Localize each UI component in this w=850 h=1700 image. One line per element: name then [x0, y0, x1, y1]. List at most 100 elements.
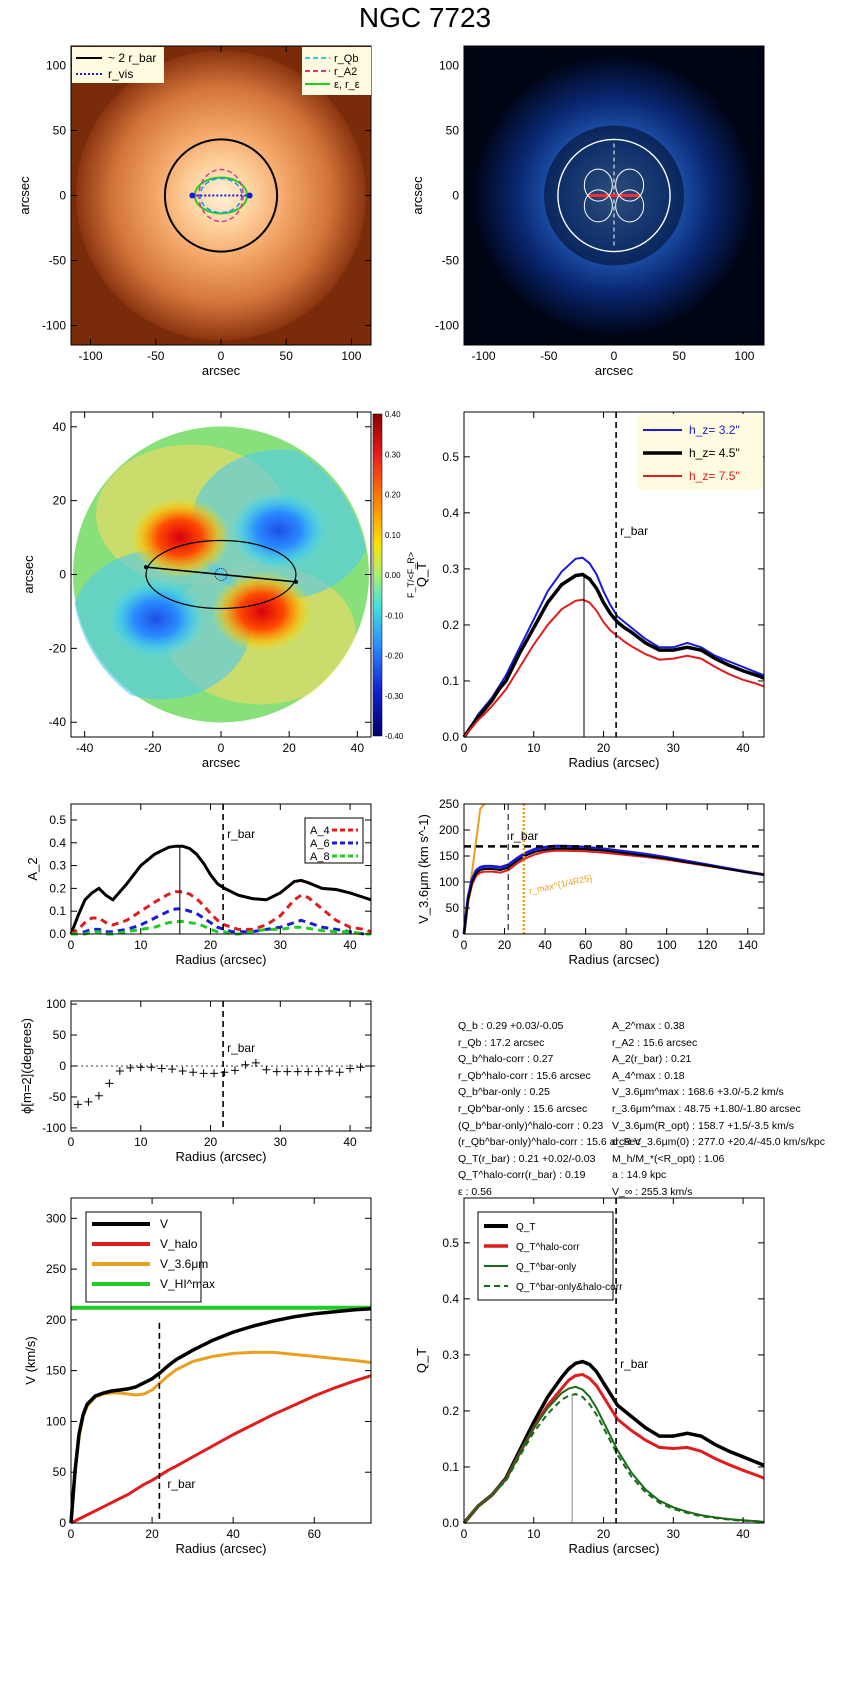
x-tick-label: 0 [461, 741, 468, 755]
phase-point [199, 1069, 208, 1078]
series-line [70, 890, 372, 936]
x-axis-label: Radius (arcsec) [175, 1541, 266, 1556]
plot-frame [463, 803, 765, 935]
legend-label: ε, r_ε [334, 79, 360, 91]
y-tick-label: 0.3 [442, 562, 459, 576]
y-tick-label: 0 [59, 1516, 66, 1530]
x-axis-label: Radius (arcsec) [568, 755, 659, 770]
bar-end-marker [294, 579, 298, 584]
x-tick-label: 40 [343, 938, 357, 952]
phase-point [105, 1079, 114, 1088]
y-tick-label: 150 [439, 849, 459, 863]
colorbar-tick-label: -0.30 [385, 692, 404, 701]
y-axis-label: Q_T [414, 562, 429, 587]
phase-point [126, 1063, 135, 1072]
series-line [69, 1350, 372, 1524]
param-line: A_4^max : 0.18 [612, 1069, 685, 1082]
y-tick-label: 0.5 [442, 450, 459, 464]
legend-label: Q_T^halo-corr [516, 1242, 580, 1253]
x-tick-label: 40 [226, 1527, 240, 1541]
y-tick-label: -100 [435, 319, 459, 333]
legend-label: h_z= 3.2'' [689, 423, 740, 437]
phase-point [272, 1067, 281, 1076]
x-axis-label: arcsec [595, 363, 634, 378]
y-tick-label: 0.0 [442, 1516, 459, 1530]
legend-label: r_Qb [334, 53, 358, 65]
y-tick-label: 0.5 [49, 813, 66, 827]
legend-label: h_z= 4.5'' [689, 446, 740, 460]
phase-point [220, 1068, 229, 1077]
y-tick-label: 0.4 [442, 506, 459, 520]
x-tick-label: -50 [540, 349, 558, 363]
x-tick-label: 20 [498, 938, 512, 952]
phase-point [262, 1065, 271, 1074]
rbar-label: r_bar [620, 1357, 648, 1371]
x-tick-label: 10 [134, 1135, 148, 1149]
x-tick-label: 0 [68, 938, 75, 952]
y-tick-label: 50 [446, 901, 460, 915]
phase-point [189, 1068, 198, 1077]
x-tick-label: 50 [280, 349, 294, 363]
negative-force-lobe [106, 578, 207, 659]
phase-point [283, 1067, 292, 1076]
param-line: (Q_b^bar-only)^halo-corr : 0.23 [458, 1119, 604, 1132]
y-axis-label: arcsec [21, 555, 36, 594]
y-tick-label: 0.0 [49, 927, 66, 941]
series-line [463, 556, 765, 738]
colorbar-label: F_T/<F_R> [406, 552, 416, 598]
x-tick-label: 120 [697, 938, 717, 952]
x-tick-label: 0 [218, 741, 225, 755]
y-tick-label: 100 [46, 59, 66, 73]
param-line: d_R V_3.6μm(0) : 277.0 +20.4/-45.0 km/s/… [612, 1136, 825, 1149]
x-tick-label: 20 [597, 1527, 611, 1541]
negative-force-lobe [228, 490, 329, 571]
plot-frame [463, 1197, 765, 1524]
phase-point [335, 1068, 344, 1077]
y-tick-label: 50 [446, 124, 460, 138]
series-line [69, 844, 372, 935]
legend-label: V_3.6μm [160, 1257, 208, 1271]
x-axis-label: arcsec [202, 755, 241, 770]
bar-ellipse [145, 539, 297, 610]
y-tick-label: 100 [46, 997, 66, 1011]
force-map-blobs [72, 444, 368, 705]
y-tick-label: 0.3 [442, 1348, 459, 1362]
y-tick-label: 0.4 [49, 836, 66, 850]
x-tick-label: 50 [673, 349, 687, 363]
x-tick-label: 20 [283, 741, 297, 755]
param-line: V_3.6μm(R_opt) : 158.7 +1.5/-3.5 km/s [612, 1119, 795, 1132]
series-line [71, 907, 371, 936]
param-line: A_2(r_bar) : 0.21 [612, 1053, 692, 1066]
y-tick-label: 150 [46, 1364, 66, 1378]
x-axis-label: arcsec [202, 363, 241, 378]
y-tick-label: 200 [439, 823, 459, 837]
plot-frame [463, 411, 765, 738]
x-tick-label: 40 [343, 1135, 357, 1149]
colorbar-tick-label: -0.40 [385, 732, 404, 741]
rbar-label: r_bar [510, 829, 538, 843]
x-tick-label: 30 [274, 938, 288, 952]
x-tick-label: 60 [579, 938, 593, 952]
legend-box [85, 1211, 202, 1303]
x-tick-label: 100 [734, 349, 754, 363]
legend-label: V_HI^max [160, 1277, 215, 1291]
phase-point [94, 1091, 103, 1100]
x-tick-label: -100 [472, 349, 496, 363]
param-line: (r_Qb^bar-only)^halo-corr : 15.6 arcsec [458, 1136, 641, 1149]
x-tick-label: 40 [351, 741, 365, 755]
y-tick-label: 0.1 [442, 1460, 459, 1474]
phase-point [168, 1065, 177, 1074]
y-axis-label: A_2 [25, 857, 40, 880]
legend-label: A_8 [310, 851, 330, 863]
phase-point [178, 1066, 187, 1075]
bar-axis-line [145, 566, 297, 583]
colorbar-tick-label: 0.00 [385, 571, 401, 580]
phase-point [210, 1069, 219, 1078]
y-tick-label: 100 [439, 59, 459, 73]
y-tick-label: -40 [49, 715, 67, 729]
x-tick-label: 10 [527, 741, 541, 755]
bar-end-marker [246, 192, 253, 199]
y-tick-label: 50 [53, 124, 67, 138]
phase-point [251, 1058, 260, 1067]
y-axis-label: V (km/s) [23, 1336, 38, 1384]
